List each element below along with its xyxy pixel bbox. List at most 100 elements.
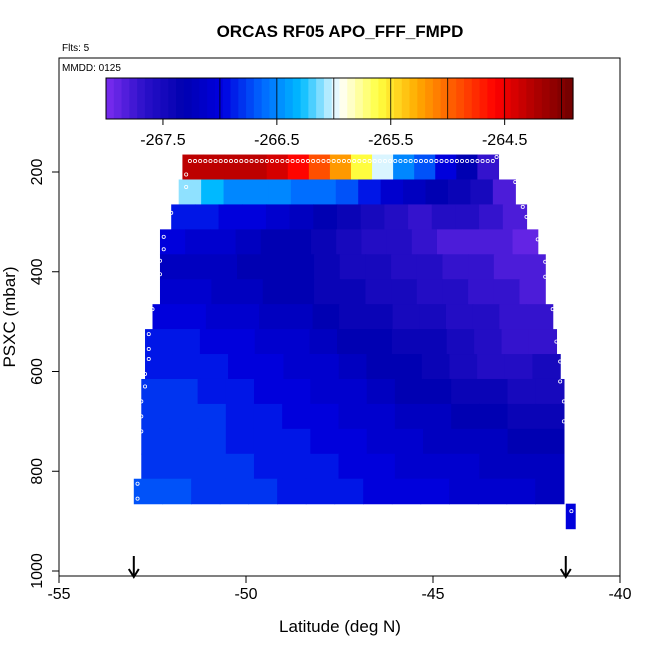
sample-point — [357, 159, 362, 164]
heatmap-cell — [455, 204, 480, 230]
heatmap-cell — [419, 329, 448, 355]
heatmap-cell — [403, 179, 427, 206]
heatmap-cell — [253, 453, 283, 480]
heatmap-cell — [282, 403, 311, 430]
heatmap-cell — [394, 354, 423, 380]
heatmap-cell — [386, 229, 413, 255]
heatmap-cell — [339, 254, 367, 280]
x-axis: -55 -50 -45 -40 — [47, 576, 632, 603]
sample-point — [228, 159, 233, 164]
heatmap-cell — [282, 428, 311, 455]
sample-point — [146, 347, 151, 352]
sample-point — [517, 194, 522, 199]
heatmap-cell — [169, 378, 199, 405]
heatmap-cell — [254, 329, 283, 355]
heatmap-cell — [197, 453, 227, 480]
colorbar-segment — [479, 78, 488, 119]
heatmap-cell — [245, 154, 268, 181]
colorbar-segment — [308, 78, 317, 119]
heatmap-cell — [336, 229, 363, 255]
colorbar-segment — [425, 78, 434, 119]
heatmap-cell — [172, 354, 201, 380]
heatmap-cell — [225, 378, 255, 405]
sample-point — [316, 159, 321, 164]
y-axis-label: PSXC (mbar) — [0, 266, 19, 367]
heatmap-cell — [162, 478, 192, 505]
heatmap-cell — [282, 329, 311, 355]
colorbar-segment — [253, 78, 263, 119]
colorbar-segment — [160, 78, 169, 119]
sample-point — [239, 159, 244, 164]
heatmap-cell — [366, 354, 395, 380]
sample-point — [454, 159, 459, 164]
sample-point — [543, 259, 548, 264]
profile-arrow — [559, 556, 572, 579]
colorbar-segment — [168, 78, 177, 119]
sample-point — [475, 159, 480, 164]
sample-point — [264, 159, 269, 164]
heatmap-cell — [535, 478, 565, 505]
heatmap-cell — [419, 304, 447, 330]
colorbar-segment — [549, 78, 559, 119]
heatmap-cell — [477, 478, 508, 505]
sample-point — [326, 159, 331, 164]
sample-point — [311, 159, 316, 164]
colorbar-segment — [456, 78, 465, 119]
colorbar-segment — [440, 78, 450, 119]
heatmap-cell — [185, 279, 212, 305]
x-axis-label: Latitude (deg N) — [279, 617, 401, 636]
heatmap-cell — [337, 329, 366, 355]
heatmap-cell — [449, 354, 478, 380]
colorbar-segment — [355, 78, 364, 119]
heatmap-cell — [366, 378, 396, 405]
sample-point — [300, 159, 305, 164]
heatmap-cell — [169, 453, 199, 480]
heatmap-cell — [311, 354, 340, 380]
sample-point — [203, 159, 208, 164]
heatmap-cell — [435, 154, 457, 181]
colorbar-segment — [393, 78, 403, 119]
sample-point — [413, 159, 418, 164]
chart-title: ORCAS RF05 APO_FFF_FMPD — [217, 22, 464, 41]
x-tick-label: -55 — [47, 586, 70, 603]
sample-point — [259, 159, 264, 164]
colorbar-segment — [246, 78, 255, 119]
colorbar-segment — [502, 78, 512, 119]
sample-point — [561, 399, 566, 404]
heatmap-cell — [535, 403, 565, 430]
colorbar-segment — [432, 78, 442, 119]
y-tick-label: 800 — [29, 458, 46, 485]
sample-point — [234, 159, 239, 164]
sample-point — [193, 159, 198, 164]
colorbar-tick-label: -265.5 — [368, 132, 413, 149]
sample-point — [490, 159, 495, 164]
heatmap-cell — [338, 403, 368, 430]
colorbar: -267.5 -266.5 -265.5 -264.5 — [105, 77, 574, 149]
heatmap-cell — [493, 254, 521, 280]
sample-point — [280, 159, 285, 164]
colorbar-segment — [541, 78, 551, 119]
sample-point — [254, 159, 259, 164]
sample-point — [347, 159, 352, 164]
sample-point — [331, 159, 336, 164]
sample-point — [513, 179, 518, 184]
colorbar-segment — [121, 78, 130, 119]
heatmap-cell — [338, 354, 368, 380]
sample-point — [184, 184, 189, 189]
heatmap-cell — [253, 403, 283, 430]
heatmap-cell — [288, 254, 315, 280]
heatmap-cell — [487, 229, 514, 255]
sample-point — [480, 159, 485, 164]
heatmap-cell — [479, 204, 504, 230]
heatmap-cell — [262, 279, 289, 305]
sample-point — [465, 159, 470, 164]
heatmap-cell — [314, 254, 341, 280]
sample-point — [135, 464, 140, 469]
plot-area — [58, 57, 621, 577]
heatmap-cell — [350, 154, 373, 181]
heatmap-cell — [519, 279, 546, 305]
colorbar-segment — [230, 78, 239, 119]
colorbar-segment — [565, 78, 574, 119]
heatmap-cell — [253, 428, 283, 455]
